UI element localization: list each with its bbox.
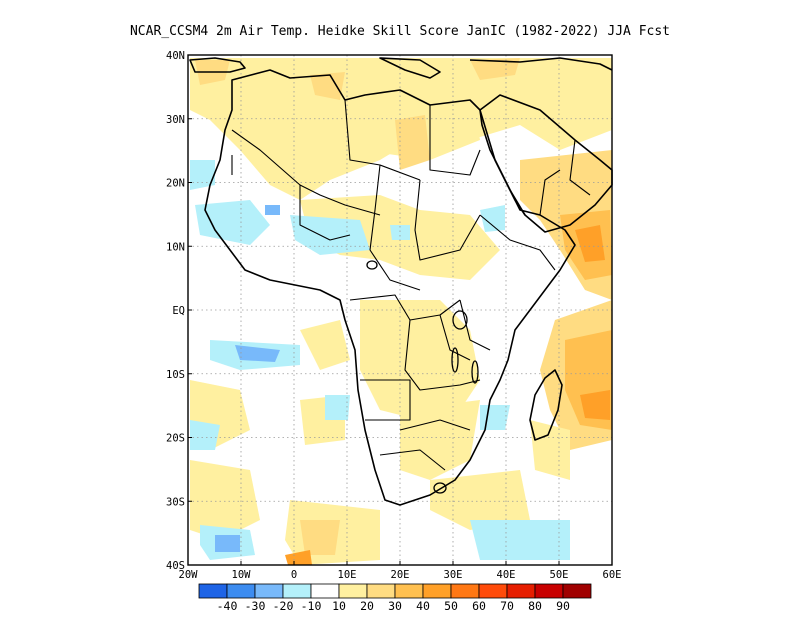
colorbar-box	[338, 583, 368, 599]
map-plot-area	[187, 54, 613, 566]
colorbar-label: 20	[360, 599, 374, 613]
colorbar-label: -20	[273, 599, 294, 613]
latitude-tick-label: 10N	[166, 241, 185, 253]
colorbar-box	[198, 583, 228, 599]
lakes	[366, 260, 479, 494]
colorbar-label: -30	[245, 599, 266, 613]
country-borders	[231, 99, 591, 471]
colorbar-label: 10	[332, 599, 346, 613]
colorbar-label: 80	[528, 599, 542, 613]
latitude-tick-label: 20S	[166, 433, 185, 445]
latitude-tick-label: 20N	[166, 178, 185, 190]
colorbar-box	[478, 583, 508, 599]
longitude-tick-label: 20W	[179, 569, 199, 581]
colorbar-box	[422, 583, 452, 599]
colorbar-box	[394, 583, 424, 599]
longitude-tick-label: 40E	[497, 569, 516, 581]
latitude-tick-label: 40S	[166, 560, 185, 572]
colorbar-label: -10	[301, 599, 322, 613]
longitude-tick-label: 20E	[391, 569, 410, 581]
colorbar-box	[282, 583, 312, 599]
colorbar-box	[310, 583, 340, 599]
latitude-tick-labels: 40N 30N 20N 10N EQ 10S 20S 30S 40S	[166, 50, 192, 572]
colorbar-box	[562, 583, 592, 599]
colorbar-label: 30	[388, 599, 402, 613]
colorbar-label: -40	[217, 599, 238, 613]
colorbar-box	[366, 583, 396, 599]
colorbar-box	[254, 583, 284, 599]
colorbar-label: 60	[472, 599, 486, 613]
colorbar	[198, 583, 592, 599]
latitude-tick-label: 40N	[166, 50, 185, 62]
longitude-tick-label: 10W	[232, 569, 252, 581]
colorbar-box	[226, 583, 256, 599]
latitude-tick-label: 10S	[166, 369, 185, 381]
latitude-tick-label: 30S	[166, 496, 185, 508]
coastlines	[189, 57, 613, 506]
colorbar-label: 70	[500, 599, 514, 613]
longitude-tick-label: 10E	[338, 569, 357, 581]
longitude-tick-label: 60E	[603, 569, 622, 581]
colorbar-label: 40	[416, 599, 430, 613]
longitude-tick-label: 50E	[550, 569, 569, 581]
colorbar-label: 90	[556, 599, 570, 613]
longitude-tick-label: 0	[291, 569, 297, 581]
colorbar-box	[534, 583, 564, 599]
skill-shading-negative	[190, 160, 570, 560]
figure-title: NCAR_CCSM4 2m Air Temp. Heidke Skill Sco…	[130, 24, 670, 39]
colorbar-labels: -40 -30 -20 -10 10 20 30 40 50 60 70 80 90	[217, 599, 570, 613]
colorbar-box	[506, 583, 536, 599]
longitude-tick-label: 30E	[444, 569, 463, 581]
latitude-tick-label: EQ	[172, 305, 185, 317]
colorbar-box	[450, 583, 480, 599]
longitude-tick-labels: 20W 10W 0 10E 20E 30E 40E 50E 60E	[179, 561, 622, 581]
map-gridlines	[188, 55, 612, 565]
latitude-tick-label: 30N	[166, 114, 185, 126]
colorbar-label: 50	[444, 599, 458, 613]
